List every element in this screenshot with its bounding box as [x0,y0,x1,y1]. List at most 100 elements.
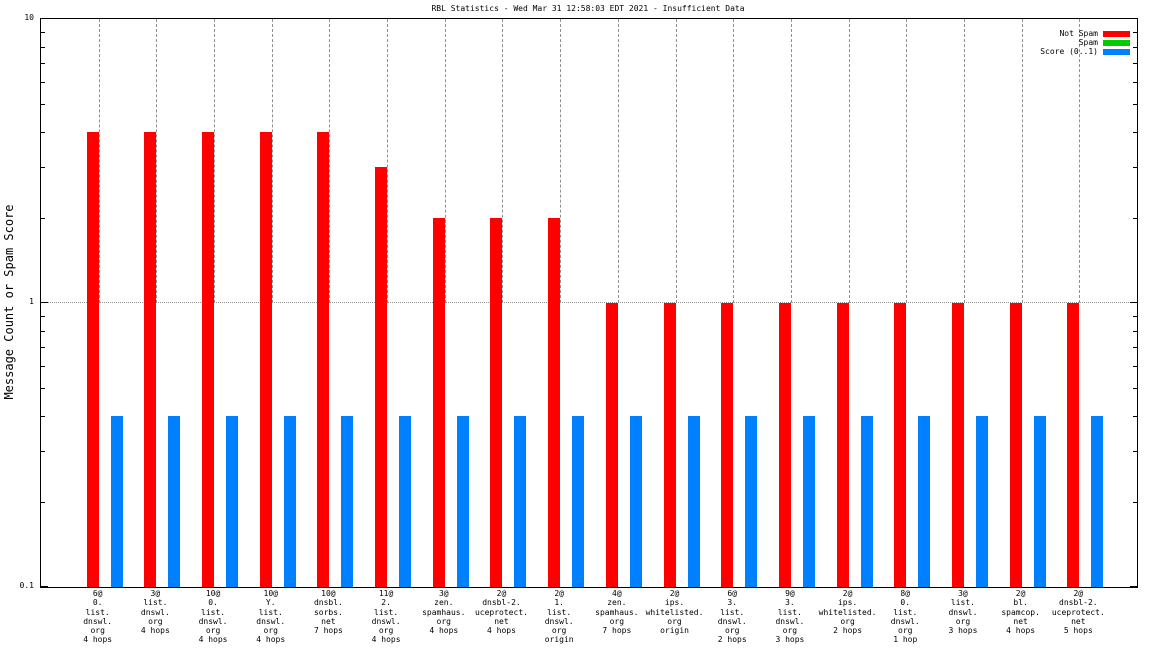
v-gridline [214,19,216,303]
x-category-label: 4@ zen. spamhaus. org 7 hops [595,589,639,636]
y-tick-minor [1133,416,1137,417]
x-category-label: 2@ bl. spamcop. net 4 hops [1001,589,1040,636]
y-tick-label: 0.1 [19,581,34,590]
bar-not-spam [894,303,907,587]
bar-not-spam [202,132,215,587]
bar-not-spam [317,132,330,587]
legend: Not Spam Spam Score (0..1) [860,29,1130,56]
bar-score [283,416,296,587]
legend-row: Not Spam [860,29,1130,38]
bar-score [110,416,123,587]
x-category-label: 2@ 1. list. dnswl. org origin [544,589,574,645]
y-tick-minor [1133,132,1137,133]
y-tick-minor [41,315,45,317]
x-category-label: 2@ dnsbl-2. uceprotect. net 4 hops [474,589,528,636]
x-category-label: 2@ ips. whitelisted. org 2 hops [818,589,877,636]
legend-swatch-not-spam [1103,30,1130,37]
y-tick-minor [41,167,45,169]
y-tick-minor [41,388,45,390]
x-category-label: 2@ ips. whitelisted. org origin [645,589,704,636]
bar-score [975,416,988,587]
y-tick-major [41,302,48,303]
bar-not-spam [144,132,157,587]
legend-label: Not Spam [1059,29,1098,38]
y-tick-major [1130,302,1137,303]
x-category-label: 6@ 0. list. dnswl. org 4 hops [83,589,113,645]
x-category-label: 3@ zen. spamhaus. org 4 hops [422,589,466,636]
bar-not-spam [836,303,849,587]
y-tick-minor [41,451,45,453]
bar-not-spam [375,167,388,587]
y-tick-minor [1133,330,1137,332]
x-category-label: 3@ list. dnswl. org 4 hops [140,589,170,636]
v-gridline [387,19,389,303]
bar-not-spam [663,303,676,587]
y-tick-minor [41,46,45,48]
bar-score [226,416,239,587]
v-gridline [156,19,158,303]
bar-not-spam [1067,303,1080,587]
y-tick-minor [41,104,45,106]
bar-not-spam [721,303,734,587]
y-tick-minor [41,132,45,133]
v-gridline [675,19,677,303]
bar-score [399,416,412,587]
y-tick-minor [41,346,45,348]
bar-not-spam [951,303,964,587]
v-gridline [733,19,735,303]
y-tick-minor [1133,167,1137,169]
y-tick-minor [41,366,45,367]
bar-score [745,416,758,587]
bar-not-spam [778,303,791,587]
y-tick-minor [1133,82,1137,83]
v-gridline [271,19,273,303]
bar-score [341,416,354,587]
x-category-label: 9@ 3. list. dnswl. org 3 hops [775,589,805,645]
v-gridline [560,19,562,303]
y-tick-minor [1133,315,1137,317]
plot-area [40,18,1138,588]
bar-score [168,416,181,587]
bar-score [1091,416,1104,587]
y-tick-minor [41,416,45,417]
bar-not-spam [1009,303,1022,587]
y-tick-major [41,18,48,19]
v-gridline [502,19,504,303]
y-tick-minor [41,217,45,219]
y-tick-minor [1133,366,1137,367]
h-gridline [41,302,1137,303]
bar-not-spam [548,217,561,587]
bar-score [514,416,527,587]
bar-not-spam [605,303,618,587]
v-gridline [963,19,965,303]
x-category-label: 2@ dnsbl-2. uceprotect. net 5 hops [1051,589,1105,636]
bar-not-spam [259,132,272,587]
x-category-label: 10@ dnsbl. sorbs. net 7 hops [313,589,343,636]
bar-score [687,416,700,587]
bar-not-spam [490,217,503,587]
y-tick-minor [1133,346,1137,348]
x-category-label: 8@ 0. list. dnswl. org 1 hop [890,589,920,645]
bar-score [918,416,931,587]
bar-score [629,416,642,587]
legend-row: Spam [860,38,1130,47]
v-gridline [98,19,100,303]
y-tick-minor [1133,451,1137,453]
v-gridline [1079,19,1081,303]
chart-title: RBL Statistics - Wed Mar 31 12:58:03 EDT… [431,4,745,13]
bar-score [456,416,469,587]
v-gridline [617,19,619,303]
y-tick-minor [1133,31,1137,33]
y-tick-major [41,586,48,587]
v-gridline [848,19,850,303]
y-tick-minor [41,82,45,83]
legend-row: Score (0..1) [860,47,1130,56]
v-gridline [329,19,331,303]
v-gridline [1021,19,1023,303]
y-tick-minor [1133,104,1137,106]
bar-not-spam [86,132,99,587]
legend-swatch-spam [1103,39,1130,46]
bar-not-spam [432,217,445,587]
y-tick-minor [1133,46,1137,48]
